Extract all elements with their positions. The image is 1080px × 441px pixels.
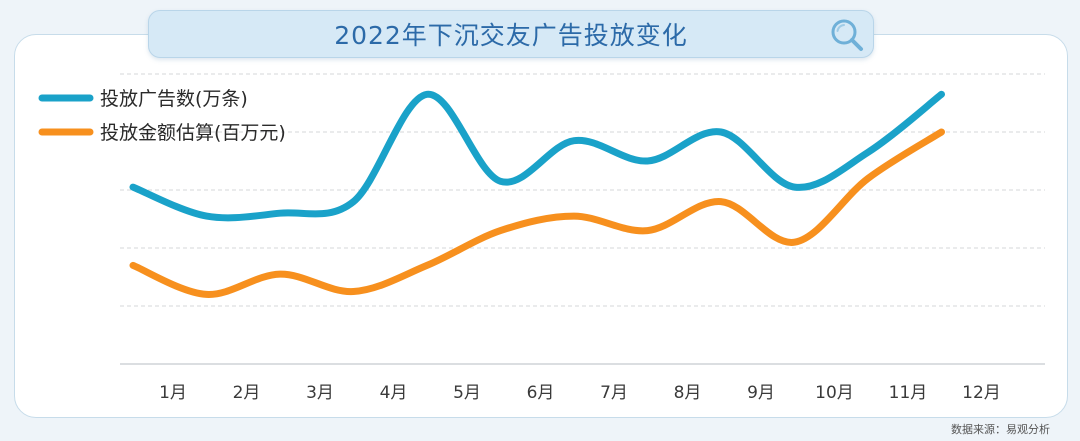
x-tick-label: 4月 (380, 383, 408, 403)
legend-label: 投放广告数(万条) (100, 88, 248, 110)
series-lines (129, 90, 945, 298)
series-line-2 (129, 128, 945, 298)
x-axis-ticks: 1月 2月 3月 4月 5月 6月 7月 8月 9月 10月 11月 12月 (159, 383, 1001, 403)
x-tick-label: 1月 (159, 383, 187, 403)
series-line-1 (129, 90, 945, 222)
x-tick-label: 8月 (674, 383, 702, 403)
legend-label: 投放金额估算(百万元) (100, 122, 286, 144)
data-source: 数据来源：易观分析 (951, 423, 1050, 436)
title-bar: 2022年下沉交友广告投放变化 (148, 10, 874, 58)
x-tick-label: 9月 (747, 383, 775, 403)
chart-title: 2022年下沉交友广告投放变化 (334, 21, 688, 50)
x-tick-label: 3月 (306, 383, 334, 403)
x-tick-label: 7月 (600, 383, 628, 403)
legend: 投放广告数(万条) 投放金额估算(百万元) (38, 88, 286, 144)
x-tick-label: 5月 (453, 383, 481, 403)
x-tick-label: 11月 (889, 383, 928, 403)
grid-lines (120, 73, 1045, 365)
chart-card (14, 34, 1068, 418)
search-icon (831, 19, 863, 51)
x-tick-label: 6月 (527, 383, 555, 403)
x-tick-label: 10月 (815, 383, 854, 403)
x-tick-label: 2月 (233, 383, 261, 403)
x-tick-label: 12月 (962, 383, 1001, 403)
